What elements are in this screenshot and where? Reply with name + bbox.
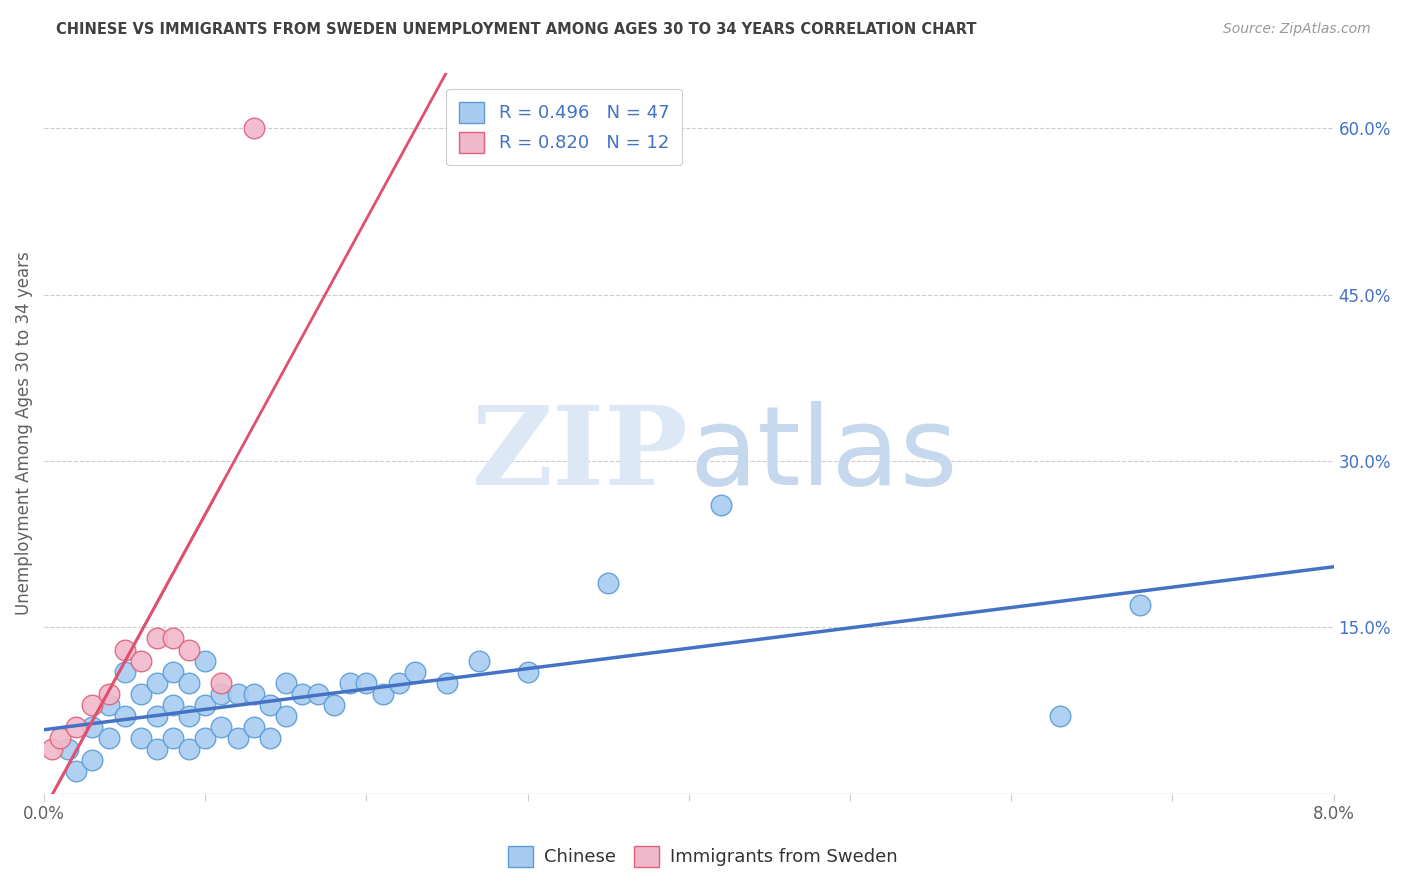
Point bbox=[194, 698, 217, 712]
Point bbox=[49, 731, 72, 746]
Point bbox=[179, 675, 201, 690]
Point bbox=[356, 675, 378, 690]
Point bbox=[1049, 709, 1071, 723]
Point bbox=[274, 675, 297, 690]
Point bbox=[339, 675, 361, 690]
Legend: Chinese, Immigrants from Sweden: Chinese, Immigrants from Sweden bbox=[501, 838, 905, 874]
Point bbox=[274, 709, 297, 723]
Point bbox=[226, 687, 249, 701]
Point bbox=[146, 632, 169, 646]
Point bbox=[65, 764, 87, 779]
Text: atlas: atlas bbox=[689, 401, 957, 508]
Point bbox=[1129, 598, 1152, 612]
Point bbox=[194, 731, 217, 746]
Point bbox=[259, 698, 281, 712]
Point bbox=[259, 731, 281, 746]
Point bbox=[162, 698, 184, 712]
Point bbox=[114, 642, 136, 657]
Text: ZIP: ZIP bbox=[472, 401, 689, 508]
Point bbox=[65, 720, 87, 734]
Point bbox=[598, 576, 620, 591]
Point bbox=[114, 665, 136, 679]
Point bbox=[710, 499, 733, 513]
Point bbox=[291, 687, 314, 701]
Point bbox=[209, 687, 232, 701]
Point bbox=[129, 687, 152, 701]
Point bbox=[404, 665, 426, 679]
Point bbox=[516, 665, 538, 679]
Point bbox=[162, 632, 184, 646]
Point bbox=[307, 687, 329, 701]
Point bbox=[371, 687, 394, 701]
Point bbox=[323, 698, 346, 712]
Point bbox=[226, 731, 249, 746]
Point bbox=[162, 665, 184, 679]
Point bbox=[468, 654, 491, 668]
Y-axis label: Unemployment Among Ages 30 to 34 years: Unemployment Among Ages 30 to 34 years bbox=[15, 252, 32, 615]
Point bbox=[114, 709, 136, 723]
Point bbox=[179, 709, 201, 723]
Point bbox=[129, 731, 152, 746]
Point bbox=[97, 731, 120, 746]
Point bbox=[388, 675, 411, 690]
Point bbox=[194, 654, 217, 668]
Point bbox=[179, 742, 201, 756]
Point bbox=[436, 675, 458, 690]
Point bbox=[82, 698, 104, 712]
Point bbox=[146, 709, 169, 723]
Point bbox=[179, 642, 201, 657]
Point bbox=[162, 731, 184, 746]
Point bbox=[129, 654, 152, 668]
Point bbox=[97, 687, 120, 701]
Point bbox=[82, 753, 104, 767]
Point bbox=[242, 687, 264, 701]
Point bbox=[97, 698, 120, 712]
Point bbox=[82, 720, 104, 734]
Point bbox=[41, 742, 63, 756]
Legend: R = 0.496   N = 47, R = 0.820   N = 12: R = 0.496 N = 47, R = 0.820 N = 12 bbox=[447, 89, 682, 165]
Point bbox=[58, 742, 80, 756]
Point bbox=[209, 675, 232, 690]
Point bbox=[242, 720, 264, 734]
Point bbox=[242, 121, 264, 136]
Point bbox=[209, 720, 232, 734]
Text: CHINESE VS IMMIGRANTS FROM SWEDEN UNEMPLOYMENT AMONG AGES 30 TO 34 YEARS CORRELA: CHINESE VS IMMIGRANTS FROM SWEDEN UNEMPL… bbox=[56, 22, 977, 37]
Text: Source: ZipAtlas.com: Source: ZipAtlas.com bbox=[1223, 22, 1371, 37]
Point bbox=[146, 675, 169, 690]
Point bbox=[146, 742, 169, 756]
